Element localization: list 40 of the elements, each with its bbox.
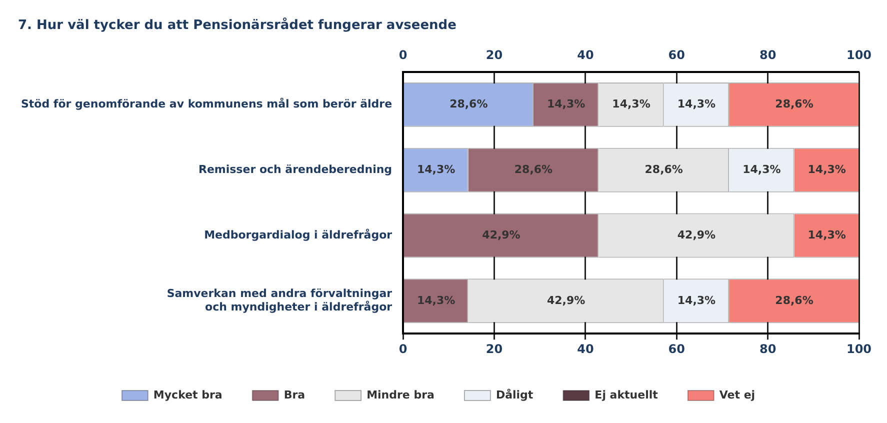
data-label: 14,3% (677, 98, 716, 111)
data-label: 42,9% (546, 294, 586, 307)
x2-tick-label: 20 (486, 48, 503, 62)
x-tick-label: 60 (668, 342, 685, 356)
data-label: 14,3% (612, 98, 650, 111)
x-tick-label: 100 (846, 342, 872, 356)
data-label: 14,3% (677, 294, 716, 307)
x-tick-label: 40 (577, 342, 594, 356)
x2-tick-label: 80 (759, 48, 776, 62)
legend-label: Dåligt (496, 388, 534, 402)
x2-tick-label: 60 (668, 48, 685, 62)
text: 7. Hur väl tycker du att Pensionärsrådet fungerar avseende (18, 17, 457, 34)
data-label: 14,3% (742, 162, 781, 176)
data-label: 28,6% (644, 162, 683, 176)
data-label: 14,3% (416, 294, 456, 307)
legend-label: Bra (284, 388, 306, 402)
data-label: 28,6% (514, 162, 553, 176)
data-label: 42,9% (482, 228, 520, 242)
data-label: 14,3% (416, 162, 456, 176)
data-label: 28,6% (775, 294, 814, 307)
x-tick-label: 80 (759, 342, 776, 356)
data-label: 28,6% (775, 98, 814, 111)
x2-tick-label: 40 (577, 48, 594, 62)
x2-tick-label: 100 (846, 48, 872, 62)
y-tick-label: Medborgardialog i äldrefrågor (204, 228, 393, 242)
x-tick-label: 0 (398, 342, 408, 356)
legend-label: Vet ej (719, 388, 756, 402)
data-label: 14,3% (546, 98, 586, 111)
x-tick-label: 20 (486, 342, 503, 356)
legend-label: Mycket bra (153, 388, 222, 402)
y-tick-label: Samverkan med andra förvaltningar och myndigheter i äldrefrågor (166, 287, 393, 314)
y-tick-label: Stöd för genomförande av kommunens mål som berör äldre (20, 98, 392, 111)
data-label: 42,9% (677, 228, 716, 242)
data-label: 14,3% (808, 162, 846, 176)
data-label: 28,6% (450, 98, 488, 111)
y-tick-label: Remisser och ärendeberedning (198, 162, 392, 176)
legend-label: Ej aktuellt (594, 388, 658, 402)
legend-label: Mindre bra (366, 388, 434, 402)
x2-tick-label: 0 (398, 48, 408, 62)
data-label: 14,3% (808, 228, 846, 242)
